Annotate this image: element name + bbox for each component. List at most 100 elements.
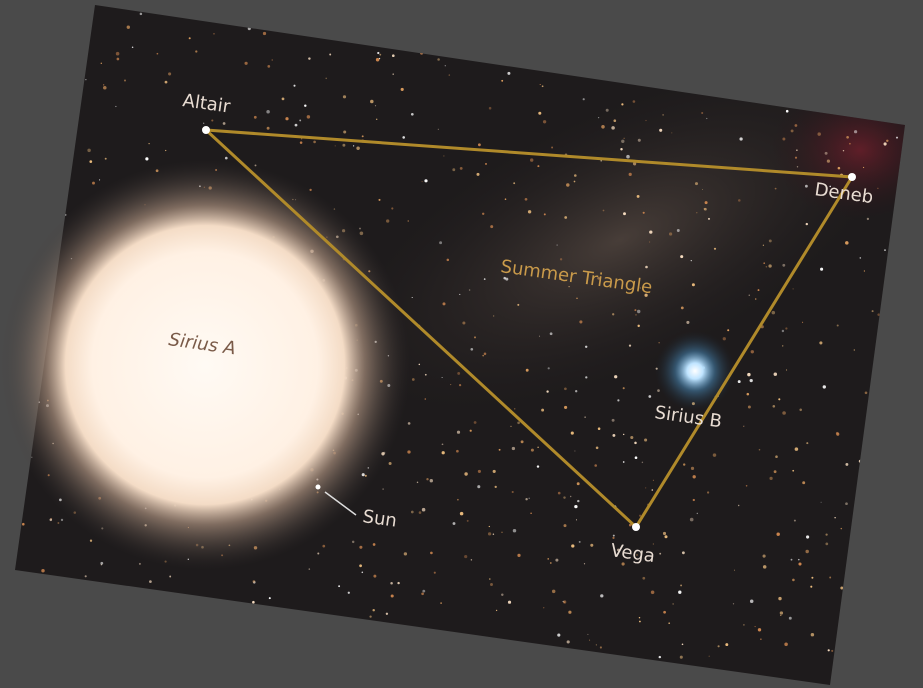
background-star (633, 100, 636, 103)
background-star (776, 532, 779, 535)
background-star (756, 35, 758, 37)
background-star (521, 440, 524, 443)
background-star (88, 27, 89, 28)
background-star (459, 294, 460, 295)
background-star (793, 681, 796, 684)
background-star (680, 656, 683, 659)
background-star (585, 346, 587, 348)
background-star (639, 617, 640, 618)
background-star (362, 135, 364, 137)
background-star (77, 31, 79, 33)
background-star (791, 129, 794, 132)
background-star (443, 683, 444, 684)
background-star (782, 411, 786, 415)
background-star (682, 551, 685, 554)
background-star (814, 47, 817, 50)
background-star (682, 643, 684, 645)
background-star (630, 436, 633, 439)
background-star (580, 23, 582, 25)
background-star (489, 578, 491, 580)
background-star (24, 41, 27, 44)
background-star (693, 499, 695, 501)
background-star (514, 408, 515, 409)
background-star (255, 164, 257, 166)
background-star (792, 579, 795, 582)
background-star (412, 378, 415, 381)
background-star (810, 96, 812, 98)
vega-star (632, 523, 640, 531)
background-star (369, 615, 371, 617)
background-star (751, 350, 754, 353)
background-star (755, 298, 757, 300)
background-star (99, 179, 100, 180)
background-star (598, 427, 601, 430)
background-star (707, 491, 709, 493)
background-star (324, 664, 328, 668)
background-star (907, 327, 909, 329)
background-star (543, 120, 546, 123)
background-star (691, 60, 693, 62)
background-star (817, 132, 820, 135)
background-star (149, 580, 152, 583)
background-star (100, 562, 103, 565)
background-star (121, 657, 123, 659)
background-star (426, 478, 428, 480)
background-star (419, 511, 422, 514)
background-star (785, 327, 787, 329)
background-star (706, 118, 707, 119)
background-star (39, 131, 41, 133)
background-star (564, 524, 567, 527)
background-star (845, 463, 848, 466)
background-star (668, 622, 670, 624)
background-star (525, 498, 527, 500)
background-star (379, 54, 381, 56)
background-star (225, 157, 228, 160)
background-star (649, 230, 652, 233)
background-star (470, 348, 473, 351)
background-star (469, 289, 471, 291)
background-star (735, 70, 738, 73)
background-star (667, 0, 669, 2)
background-star (46, 183, 48, 185)
background-star (132, 46, 134, 48)
background-star (420, 51, 423, 54)
background-star (904, 641, 907, 644)
background-star (893, 388, 896, 391)
background-star (199, 621, 201, 623)
background-star (16, 505, 17, 506)
background-star (57, 522, 59, 524)
background-star (430, 479, 433, 482)
background-star (496, 610, 497, 611)
background-star (821, 502, 822, 503)
background-star (139, 563, 141, 565)
background-star (915, 85, 918, 88)
background-star (666, 48, 670, 52)
sirius-b-star (655, 331, 735, 411)
background-star (747, 373, 750, 376)
background-star (805, 185, 808, 188)
background-star (795, 124, 798, 127)
background-star (547, 558, 549, 560)
background-star (552, 590, 555, 593)
background-star (845, 30, 847, 32)
background-star (846, 136, 849, 139)
background-star (3, 3, 5, 5)
background-star (558, 62, 560, 64)
background-star (721, 7, 724, 10)
background-star (507, 72, 510, 75)
background-star (570, 496, 571, 497)
background-star (223, 122, 226, 125)
background-star (673, 603, 674, 604)
background-star (425, 398, 427, 400)
background-star (493, 470, 496, 473)
background-star (140, 683, 143, 686)
background-star (527, 55, 529, 57)
background-star (701, 112, 703, 114)
background-star (872, 657, 875, 660)
background-star (195, 50, 197, 52)
background-star (411, 113, 414, 116)
background-star (849, 607, 852, 610)
background-star (574, 450, 575, 451)
background-star (775, 188, 777, 190)
background-star (228, 647, 231, 650)
